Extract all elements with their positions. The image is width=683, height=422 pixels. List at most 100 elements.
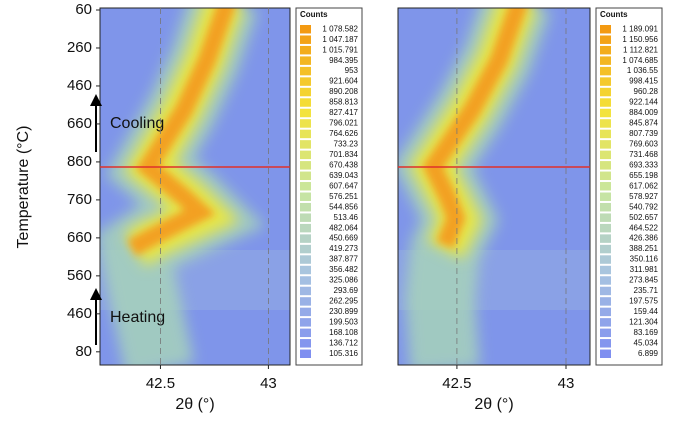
- x-tick-label: 42.5: [442, 375, 471, 392]
- y-tick-label: 860: [67, 153, 92, 170]
- heatmap-image: [398, 8, 590, 365]
- legend-label: 1 112.821: [623, 45, 659, 54]
- y-axis-label: Temperature (°C): [15, 126, 32, 249]
- legend-label: 884.009: [629, 108, 658, 117]
- legend-swatch: [300, 140, 311, 149]
- legend-swatch: [300, 119, 311, 128]
- plot-frame: [397, 7, 591, 366]
- x-tick-label: 42.5: [146, 375, 175, 392]
- legend-label: 540.792: [629, 202, 658, 211]
- legend-swatch: [300, 98, 311, 107]
- legend-label: 1 189.091: [622, 24, 658, 33]
- legend-swatch: [600, 328, 611, 338]
- legend-label: 450.669: [329, 234, 358, 243]
- legend-swatch: [600, 192, 611, 201]
- legend-label: 513.46: [334, 213, 359, 222]
- legend-swatch: [300, 318, 311, 327]
- legend-label: 655.198: [629, 171, 658, 180]
- legend-label: 764.626: [329, 129, 358, 138]
- y-tick-label: 760: [67, 191, 92, 208]
- legend-label: 578.927: [629, 192, 658, 201]
- legend-swatch: [300, 307, 311, 317]
- legend-swatch: [600, 66, 611, 76]
- legend-swatch: [600, 171, 611, 181]
- legend-swatch: [600, 45, 611, 55]
- legend-label: 960.28: [634, 87, 659, 96]
- x-tick-label: 43: [260, 375, 277, 392]
- annotation: Heating: [110, 309, 165, 326]
- y-tick-label: 460: [67, 305, 92, 322]
- legend-swatch: [300, 150, 311, 160]
- legend-swatch: [300, 25, 311, 34]
- legend-label: 105.316: [329, 349, 358, 358]
- legend-swatch: [300, 328, 311, 338]
- legend-title: Counts: [600, 10, 628, 19]
- legend-label: 419.273: [329, 244, 358, 253]
- legend-swatch: [600, 307, 611, 317]
- legend-swatch: [300, 213, 311, 222]
- legend-label: 998.415: [629, 77, 658, 86]
- legend-swatch: [600, 182, 611, 191]
- legend-swatch: [300, 192, 311, 201]
- legend-label: 502.657: [629, 213, 658, 222]
- y-tick-label: 260: [67, 39, 92, 56]
- legend-swatch: [600, 161, 611, 170]
- legend-label: 845.874: [629, 119, 658, 128]
- legend-swatch: [600, 234, 611, 243]
- legend-label: 197.575: [629, 297, 658, 306]
- legend-label: 807.739: [629, 129, 658, 138]
- legend-swatch: [600, 140, 611, 149]
- legend-swatch: [300, 223, 311, 233]
- legend-label: 733.23: [334, 140, 359, 149]
- legend-swatch: [600, 297, 611, 306]
- legend-label: 235.71: [634, 286, 659, 295]
- legend-swatch: [300, 108, 311, 118]
- legend-swatch: [300, 286, 311, 296]
- legend-label: 1 036.55: [627, 66, 659, 75]
- legend-label: 6.899: [638, 349, 659, 358]
- legend-swatch: [600, 244, 611, 254]
- legend-swatch: [600, 77, 611, 86]
- legend-swatch: [300, 276, 311, 285]
- legend-swatch: [300, 349, 311, 358]
- arrow-head: [90, 94, 102, 106]
- legend-swatch: [600, 35, 611, 44]
- x-tick-label: 43: [558, 375, 575, 392]
- legend-swatch: [600, 339, 611, 348]
- legend-swatch: [600, 349, 611, 358]
- legend-swatch: [300, 45, 311, 55]
- legend-label: 1 150.956: [622, 35, 658, 44]
- legend-label: 387.877: [329, 255, 358, 264]
- legend-swatch: [300, 171, 311, 181]
- legend-label: 293.69: [334, 286, 359, 295]
- legend-swatch: [600, 223, 611, 233]
- legend-swatch: [300, 35, 311, 44]
- legend-swatch: [600, 25, 611, 34]
- legend-label: 350.116: [630, 255, 659, 264]
- legend-swatch: [600, 202, 611, 212]
- legend-swatch: [300, 161, 311, 170]
- legend-label: 796.021: [329, 119, 358, 128]
- legend-label: 426.386: [629, 234, 658, 243]
- legend-label: 670.438: [329, 160, 358, 169]
- legend-label: 953: [345, 66, 359, 75]
- legend-label: 482.064: [329, 223, 358, 232]
- legend-label: 1 074.685: [622, 56, 658, 65]
- legend-swatch: [600, 129, 611, 139]
- legend-label: 639.043: [329, 171, 358, 180]
- legend-label: 617.062: [629, 181, 658, 190]
- legend-label: 464.522: [629, 223, 658, 232]
- legend-label: 311.981: [630, 265, 659, 274]
- x-axis-label: 2θ (°): [474, 396, 513, 413]
- legend-swatch: [600, 98, 611, 107]
- legend-label: 544.856: [329, 202, 358, 211]
- legend-swatch: [300, 265, 311, 275]
- legend-swatch: [300, 182, 311, 191]
- legend-label: 45.034: [634, 338, 659, 347]
- annotation: Cooling: [110, 115, 164, 132]
- legend-label: 356.482: [329, 265, 358, 274]
- legend-label: 199.503: [329, 317, 358, 326]
- arrow-head: [90, 288, 102, 300]
- legend-label: 121.304: [629, 317, 658, 326]
